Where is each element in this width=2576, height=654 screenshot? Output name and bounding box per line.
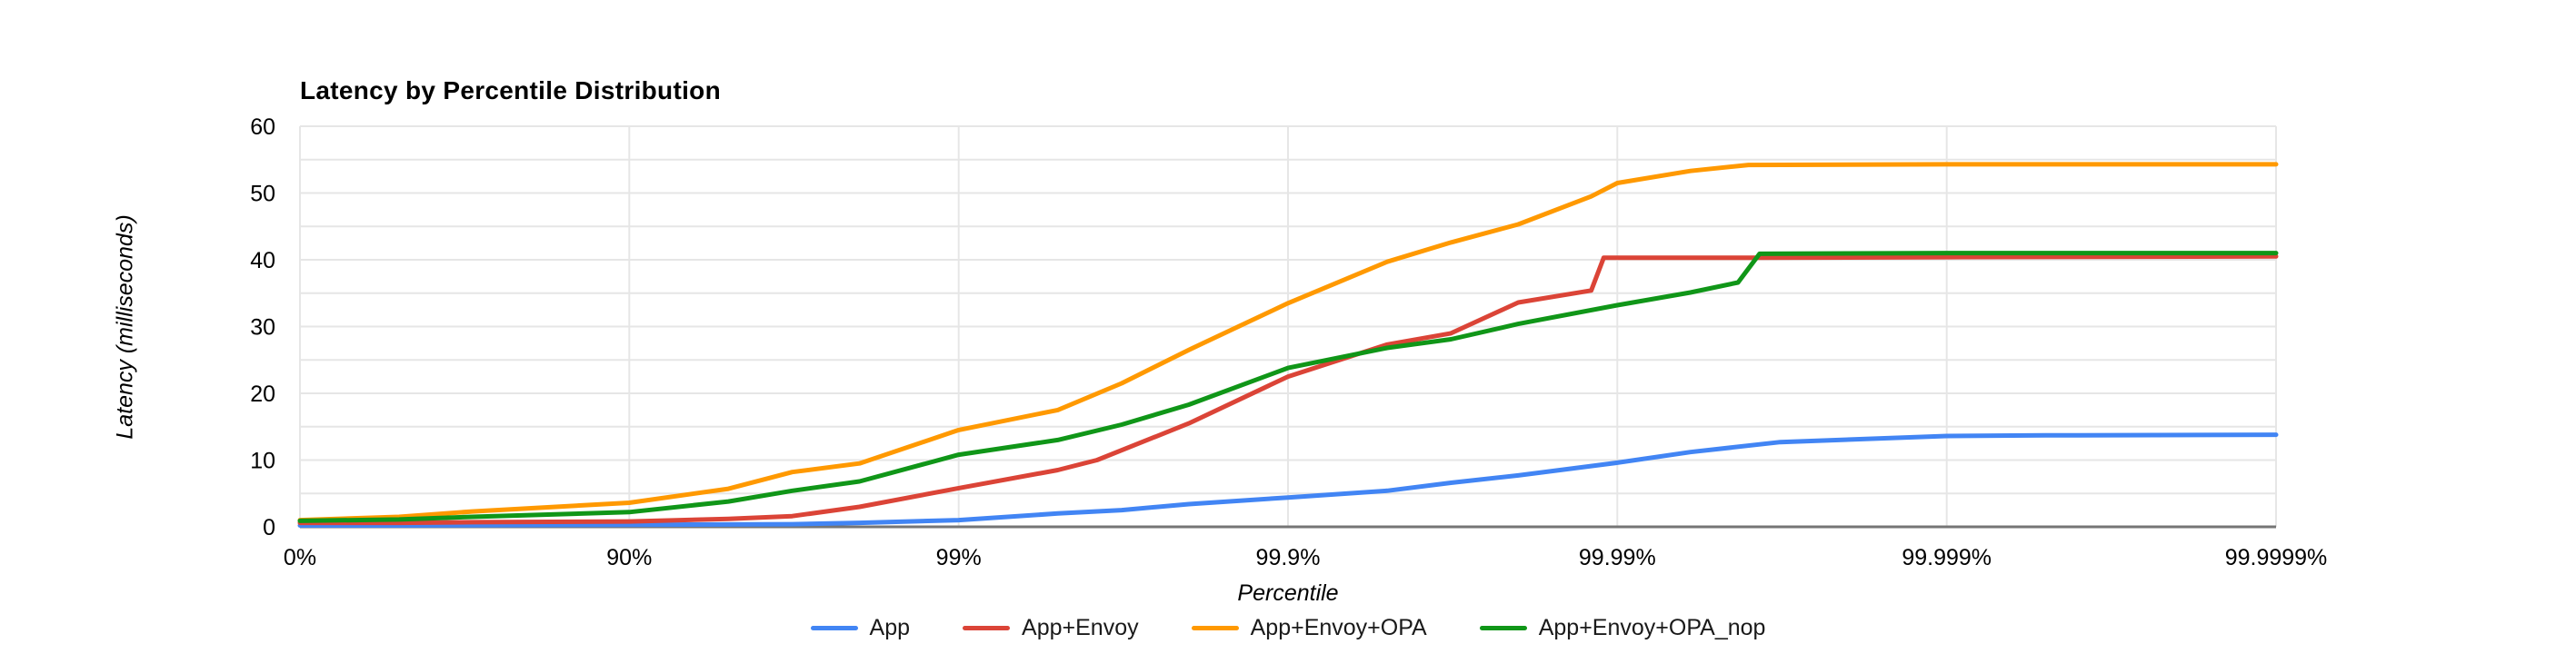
legend-swatch-app-envoy bbox=[963, 625, 1011, 630]
legend-swatch-app-envoy-opa bbox=[1191, 625, 1239, 630]
x-tick-label: 99.9999% bbox=[2225, 545, 2328, 570]
x-tick-label: 99.999% bbox=[1902, 545, 1992, 570]
y-tick-label: 50 bbox=[250, 182, 275, 207]
legend: App App+Envoy App+Envoy+OPA App+Envoy+OPA_n… bbox=[0, 609, 2576, 646]
legend-label: App+Envoy+OPA_nop bbox=[1538, 614, 1766, 640]
y-tick-label: 40 bbox=[250, 248, 275, 273]
y-tick-label: 60 bbox=[250, 114, 275, 140]
legend-item-app-envoy-opa-nop[interactable]: App+Envoy+OPA_nop bbox=[1479, 614, 1766, 641]
x-tick-label: 0% bbox=[284, 545, 316, 570]
y-tick-label: 30 bbox=[250, 315, 275, 341]
x-tick-label: 99% bbox=[936, 545, 982, 570]
legend-swatch-app-envoy-opa-nop bbox=[1479, 625, 1527, 630]
series-line-app-envoy-opa-nop[interactable] bbox=[297, 251, 2279, 523]
legend-label: App bbox=[869, 614, 911, 640]
y-tick-label: 10 bbox=[250, 449, 275, 474]
y-tick-label: 0 bbox=[263, 515, 275, 540]
legend-swatch-app bbox=[810, 625, 858, 630]
series-line-app-envoy-opa[interactable] bbox=[297, 162, 2279, 523]
legend-label: App+Envoy+OPA bbox=[1250, 614, 1427, 640]
legend-item-app-envoy-opa[interactable]: App+Envoy+OPA bbox=[1191, 614, 1427, 641]
legend-item-app-envoy[interactable]: App+Envoy bbox=[963, 615, 1139, 641]
y-tick-label: 20 bbox=[250, 382, 275, 407]
legend-item-app[interactable]: App bbox=[810, 614, 911, 641]
x-tick-label: 99.99% bbox=[1579, 545, 1656, 570]
chart-title: Latency by Percentile Distribution bbox=[300, 76, 721, 104]
x-tick-label: 99.9% bbox=[1256, 545, 1321, 570]
legend-label: App+Envoy bbox=[1022, 614, 1139, 640]
series-line-app[interactable] bbox=[297, 432, 2279, 528]
series-line-app-envoy[interactable] bbox=[297, 253, 2279, 526]
x-axis-title: Percentile bbox=[1237, 580, 1339, 606]
x-tick-label: 90% bbox=[606, 545, 652, 570]
